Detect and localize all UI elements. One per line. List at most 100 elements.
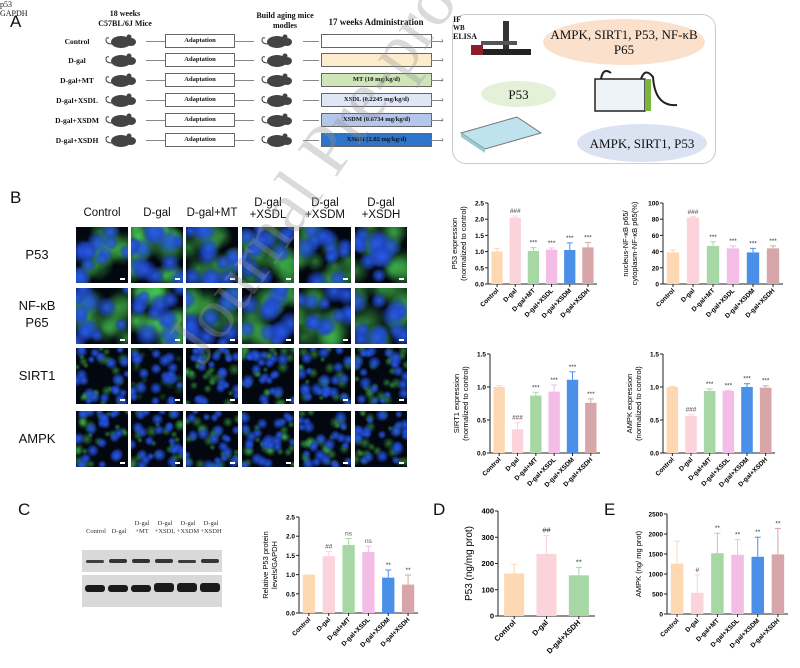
significance-label: **	[755, 529, 761, 536]
significance-label: ***	[587, 391, 595, 398]
bar	[322, 556, 335, 613]
x-tick-label: D-gal	[502, 287, 519, 304]
y-tick-label: 1.5	[286, 553, 295, 560]
row-header: P53	[25, 247, 49, 262]
mouse-ear	[126, 73, 132, 79]
fluorescence-image	[355, 348, 407, 404]
p53-band	[155, 558, 173, 564]
fluorescence-image	[76, 227, 128, 283]
panel-label-d: D	[433, 500, 446, 519]
bar	[751, 556, 765, 614]
mouse-head	[126, 38, 136, 46]
bar	[382, 577, 395, 613]
gapdh-band	[177, 583, 197, 592]
y-axis-label: P53 expression	[450, 218, 459, 270]
x-tick-label: Control	[479, 287, 500, 308]
group-label: Control	[64, 37, 90, 46]
scale-bar	[230, 399, 235, 401]
significance-label: ***	[566, 235, 574, 242]
arrow-icon: ›	[441, 135, 444, 144]
treatment-box: XSDH (2.02 mg/kg/d)	[321, 133, 432, 147]
fluorescence-image	[76, 411, 128, 467]
y-tick-label: 400	[481, 507, 494, 516]
y-tick-label: 2500	[649, 512, 664, 519]
p53-blot	[82, 550, 222, 572]
scale-bar	[343, 339, 348, 341]
y-tick-label: 500	[652, 592, 663, 599]
scale-bar	[399, 278, 404, 280]
connector-line	[146, 120, 165, 121]
y-tick-label: 0	[655, 282, 659, 289]
bar	[766, 248, 780, 284]
connector-line	[431, 80, 443, 81]
chart-b-sirt1: 0.00.51.01.5Control###D-gal***D-gal+MT**…	[452, 352, 600, 489]
scale-bar	[175, 462, 180, 464]
bar	[530, 395, 542, 453]
arrow-icon: ›	[441, 95, 444, 104]
connector-line	[146, 80, 165, 81]
bar	[771, 554, 785, 614]
significance-label: ###	[512, 415, 523, 422]
fluorescence-image	[299, 227, 351, 283]
mouse-head	[126, 77, 136, 85]
scale-bar	[343, 278, 348, 280]
figure: A B C D E 18 weeks C57BL/6J Mice Build aging mi…	[0, 0, 800, 607]
mouse-tail	[105, 136, 113, 144]
x-tick-label: Control	[654, 456, 675, 477]
mouse-tail	[105, 116, 113, 124]
mouse-body	[267, 135, 287, 147]
significance-label: **	[735, 532, 741, 539]
row-header: SIRT1	[18, 368, 56, 383]
scale-bar	[120, 462, 125, 464]
scale-bar	[230, 339, 235, 341]
mouse-ear	[126, 53, 132, 59]
group-label: D-gal+XSDL	[56, 96, 98, 105]
y-axis-label: SIRT1 expression	[452, 374, 461, 433]
mouse-body	[111, 55, 131, 67]
significance-label: ###	[686, 407, 697, 414]
significance-label: ##	[325, 544, 333, 551]
fluorescence-image	[186, 348, 238, 404]
mouse-tail	[261, 96, 269, 104]
column-header: D-gal	[254, 197, 282, 209]
y-tick-label: 1.5	[475, 233, 484, 240]
mouse-ear	[282, 113, 288, 119]
bar	[666, 252, 680, 284]
chart-c-wb: 0.00.51.01.52.02.5Control##D-galnsD-gal+…	[261, 515, 418, 649]
y-tick-label: 2.5	[475, 201, 484, 208]
y-axis-label: (normalized to control)	[459, 206, 468, 281]
group-label: D-gal+XSDM	[55, 116, 99, 125]
mouse-head	[126, 117, 136, 125]
mouse-icon	[105, 93, 136, 107]
lane-label: D-gal	[180, 520, 196, 527]
significance-label: **	[576, 557, 582, 566]
y-tick-label: 100	[481, 585, 494, 594]
column-header: +XSDM	[305, 209, 345, 221]
tank	[594, 78, 646, 112]
mouse-tail	[261, 37, 269, 45]
x-tick-label: Control	[291, 616, 312, 637]
x-tick-label: D-gal	[530, 618, 550, 638]
arrow-icon: ›	[441, 55, 444, 64]
mouse-body	[267, 115, 287, 127]
connector-line	[234, 41, 254, 42]
scale-bar	[399, 399, 404, 401]
x-tick-label: D-gal	[680, 287, 697, 304]
scale-bar	[120, 278, 125, 280]
mouse-body	[267, 95, 287, 107]
x-tick-label: Control	[655, 287, 676, 308]
y-tick-label: 1.0	[475, 249, 484, 256]
column-header: D-gal+MT	[186, 207, 238, 219]
x-tick-label: Control	[481, 456, 502, 477]
microscope-icon	[471, 21, 531, 55]
significance-label: ns	[365, 538, 373, 545]
aging-mouse-icon	[261, 93, 292, 107]
scale-bar	[399, 462, 404, 464]
x-tick-label: D-gal	[316, 616, 333, 633]
scale-bar	[286, 278, 291, 280]
microscope-stage	[481, 41, 517, 45]
fluorescence-image	[131, 227, 183, 283]
fluorescence-image	[355, 227, 407, 283]
bar	[493, 387, 505, 453]
